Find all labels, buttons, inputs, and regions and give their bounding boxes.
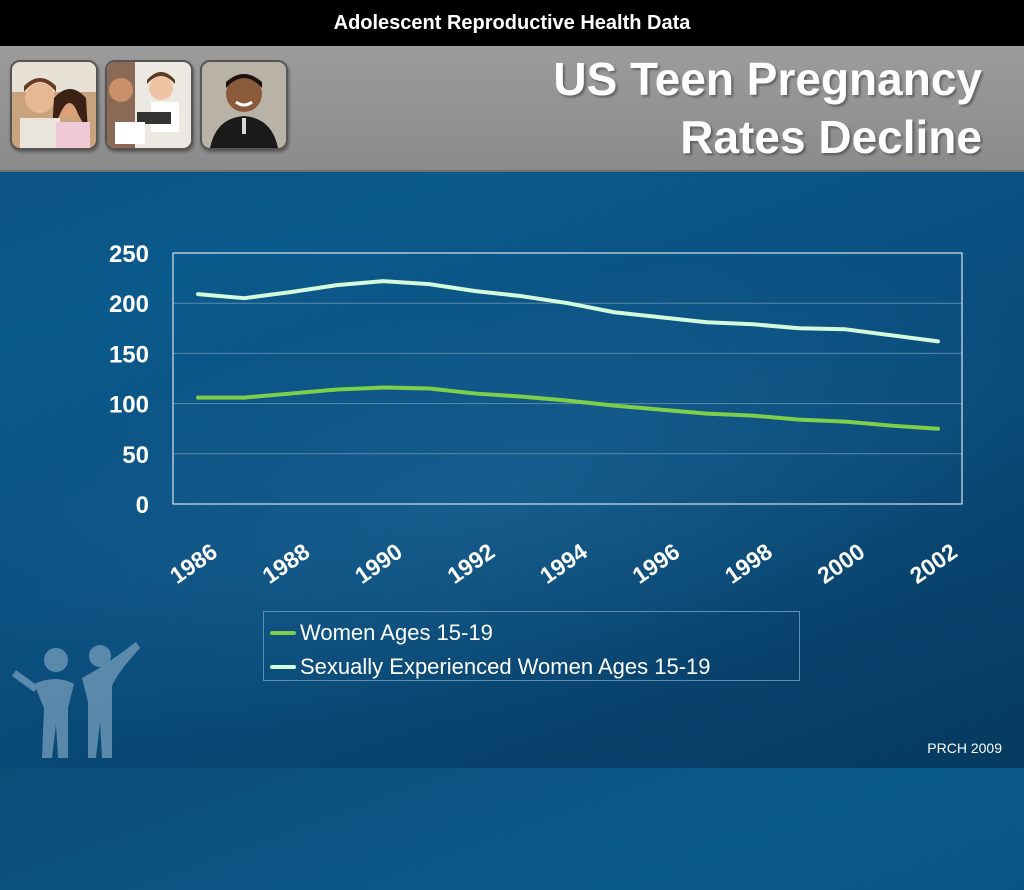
y-tick-label: 0 xyxy=(136,492,149,519)
footer-credit: PRCH 2009 xyxy=(927,740,1002,756)
plot-area xyxy=(172,252,963,505)
legend-swatch-series-1 xyxy=(270,631,296,635)
chart-legend: Women Ages 15-19 Sexually Experienced Wo… xyxy=(263,611,800,681)
x-tick-label: 1994 xyxy=(535,538,592,589)
x-tick-label: 2002 xyxy=(905,538,962,589)
clinic-scale-photo xyxy=(105,60,193,150)
x-tick-label: 1988 xyxy=(257,538,314,589)
y-tick-label: 100 xyxy=(109,392,149,419)
legend-item-series-1: Women Ages 15-19 xyxy=(270,620,493,646)
y-tick-label: 50 xyxy=(122,442,149,469)
x-tick-label: 1998 xyxy=(720,538,777,589)
x-tick-label: 2000 xyxy=(812,538,869,589)
legend-swatch-series-2 xyxy=(270,665,296,669)
teen-couple-photo xyxy=(10,60,98,150)
title-line-2: Rates Decline xyxy=(680,111,982,163)
legend-item-series-2: Sexually Experienced Women Ages 15-19 xyxy=(270,654,711,680)
header-bar: Adolescent Reproductive Health Data xyxy=(0,0,1024,46)
x-axis-ticks: 1986 1988 1990 1992 1994 1996 1998 2000 2002 xyxy=(165,538,962,589)
x-tick-label: 1996 xyxy=(627,538,684,589)
y-tick-label: 250 xyxy=(109,241,149,268)
series-lines xyxy=(196,279,940,431)
chart-grid xyxy=(173,302,962,455)
y-tick-label: 200 xyxy=(109,291,149,318)
header-text: Adolescent Reproductive Health Data xyxy=(333,11,691,34)
x-tick-label: 1986 xyxy=(165,538,222,589)
title-band: US Teen Pregnancy Rates Decline xyxy=(0,46,1024,172)
y-axis-ticks: 0 50 100 150 200 250 xyxy=(109,241,149,519)
x-tick-label: 1990 xyxy=(350,538,407,589)
family-logo-icon xyxy=(12,642,140,758)
legend-label-series-1: Women Ages 15-19 xyxy=(300,620,493,645)
line-chart: 0 50 100 150 200 250 1986 1988 1990 1992 1994 1996… xyxy=(109,241,963,589)
series-line-1 xyxy=(196,385,940,431)
legend-label-series-2: Sexually Experienced Women Ages 15-19 xyxy=(300,654,711,679)
y-tick-label: 150 xyxy=(109,341,149,368)
series-line-2 xyxy=(196,279,940,344)
x-tick-label: 1992 xyxy=(442,538,499,589)
young-man-photo xyxy=(200,60,288,150)
title-line-1: US Teen Pregnancy xyxy=(553,53,982,105)
slide-title: US Teen Pregnancy Rates Decline xyxy=(553,50,982,166)
